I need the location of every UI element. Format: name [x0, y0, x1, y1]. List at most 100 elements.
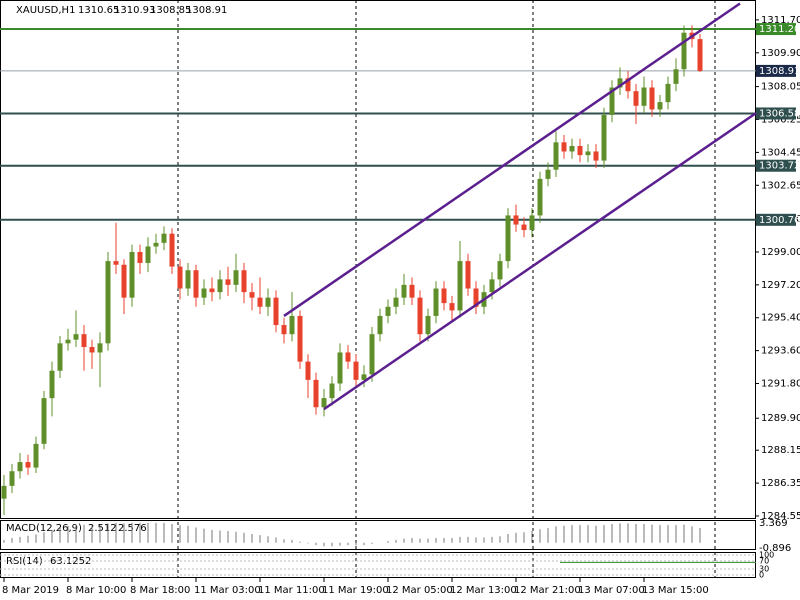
x-tick-label: 11 Mar 11:00: [258, 585, 325, 596]
y-tick-label: 1291.80: [761, 379, 800, 390]
candle-body: [25, 462, 31, 468]
ohlc-open: 1310.65: [78, 5, 119, 16]
x-tick-label: 8 Mar 18:00: [130, 585, 190, 596]
candle-body: [617, 78, 623, 88]
y-tick-label: 1286.35: [761, 478, 800, 489]
x-tick-label: 13 Mar 07:00: [578, 585, 645, 596]
candle-body: [265, 297, 271, 307]
ohlc-close: 1308.91: [186, 5, 227, 16]
y-tick-label: 1309.90: [761, 48, 800, 59]
candle-body: [417, 297, 423, 335]
y-tick-label: 1302.65: [761, 180, 800, 191]
candle-body: [601, 114, 607, 161]
rsi-tick-label: 0: [759, 571, 764, 580]
candle-body: [441, 288, 447, 304]
candle-body: [513, 215, 519, 225]
candle-body: [233, 270, 239, 285]
candle-body: [169, 233, 175, 267]
candle-body: [665, 83, 671, 103]
candle-body: [321, 398, 327, 408]
level-label: 1303.72: [759, 161, 800, 172]
candle-body: [33, 443, 39, 468]
candle-body: [153, 242, 159, 247]
candle-body: [289, 315, 295, 335]
candle-body: [529, 215, 535, 231]
level-label: 1300.76: [759, 215, 800, 226]
candle-body: [505, 215, 511, 262]
y-tick-label: 1288.15: [761, 445, 800, 456]
rsi-tick-label: 70: [759, 557, 769, 566]
candle-body: [521, 224, 527, 231]
candle-body: [209, 288, 215, 293]
x-tick-label: 13 Mar 15:00: [642, 585, 709, 596]
candle-body: [537, 178, 543, 216]
rsi-tick-label: 30: [759, 565, 769, 574]
x-tick-label: 12 Mar 13:00: [450, 585, 517, 596]
separators: [177, 0, 716, 578]
candle-body: [345, 352, 351, 362]
ohlc-high: 1310.93: [114, 5, 155, 16]
candle-body: [89, 346, 95, 353]
candle-body: [649, 87, 655, 110]
candle-body: [545, 169, 551, 179]
candle-body: [305, 361, 311, 380]
candle-body: [585, 151, 591, 156]
macd-value: 2.512: [88, 523, 117, 534]
candle-body: [313, 379, 319, 408]
candle-body: [369, 334, 375, 375]
candle-body: [385, 306, 391, 316]
candle-body: [497, 261, 503, 280]
candle-body: [433, 288, 439, 316]
trendline: [323, 112, 757, 411]
candle-body: [641, 87, 647, 106]
macd-tick-label: 3.369: [759, 518, 788, 529]
x-tick-label: 12 Mar 05:00: [386, 585, 453, 596]
y-tick-label: 1308.05: [761, 82, 800, 93]
candle-body: [17, 462, 23, 472]
frames: [0, 0, 756, 578]
candle-body: [201, 288, 207, 298]
candle-body: [337, 352, 343, 384]
macd-title: MACD(12,26,9): [6, 523, 82, 534]
y-tick-label: 1299.00: [761, 247, 800, 258]
candle-body: [673, 69, 679, 84]
level-label: 1311.20: [759, 24, 800, 35]
candle-body: [377, 315, 383, 335]
candle-body: [217, 279, 223, 293]
candle-body: [473, 288, 479, 307]
candle-body: [353, 361, 359, 380]
candle-body: [121, 264, 127, 298]
candle-body: [489, 279, 495, 293]
level-badge: [756, 23, 796, 36]
candle-body: [657, 102, 663, 110]
candle-body: [361, 374, 367, 380]
candle-body: [393, 297, 399, 307]
candle-body: [561, 142, 567, 152]
candle-body: [681, 32, 687, 70]
ohlc-low: 1308.85: [150, 5, 191, 16]
candle-body: [281, 325, 287, 335]
x-tick-label: 11 Mar 19:00: [322, 585, 389, 596]
level-badge: [756, 213, 796, 226]
candle-body: [81, 334, 87, 347]
candle-body: [73, 334, 79, 340]
x-tick-label: 11 Mar 03:00: [194, 585, 261, 596]
y-tick-label: 1306.25: [761, 114, 800, 125]
candle-body: [697, 39, 703, 71]
macd-tick-label: -0.896: [759, 543, 791, 554]
y-tick-label: 1311.70: [761, 15, 800, 26]
current-price-badge: [756, 64, 796, 77]
y-tick-label: 1297.20: [761, 280, 800, 291]
level-badge: [756, 107, 796, 120]
candle-body: [113, 261, 119, 265]
candle-body: [553, 142, 559, 170]
candle-body: [193, 270, 199, 298]
candle-body: [249, 292, 255, 298]
candle-body: [49, 370, 55, 399]
main-pane: [0, 0, 756, 519]
x-tick-label: 12 Mar 21:00: [514, 585, 581, 596]
candle-body: [145, 246, 151, 263]
level-label: 1306.58: [759, 108, 800, 119]
